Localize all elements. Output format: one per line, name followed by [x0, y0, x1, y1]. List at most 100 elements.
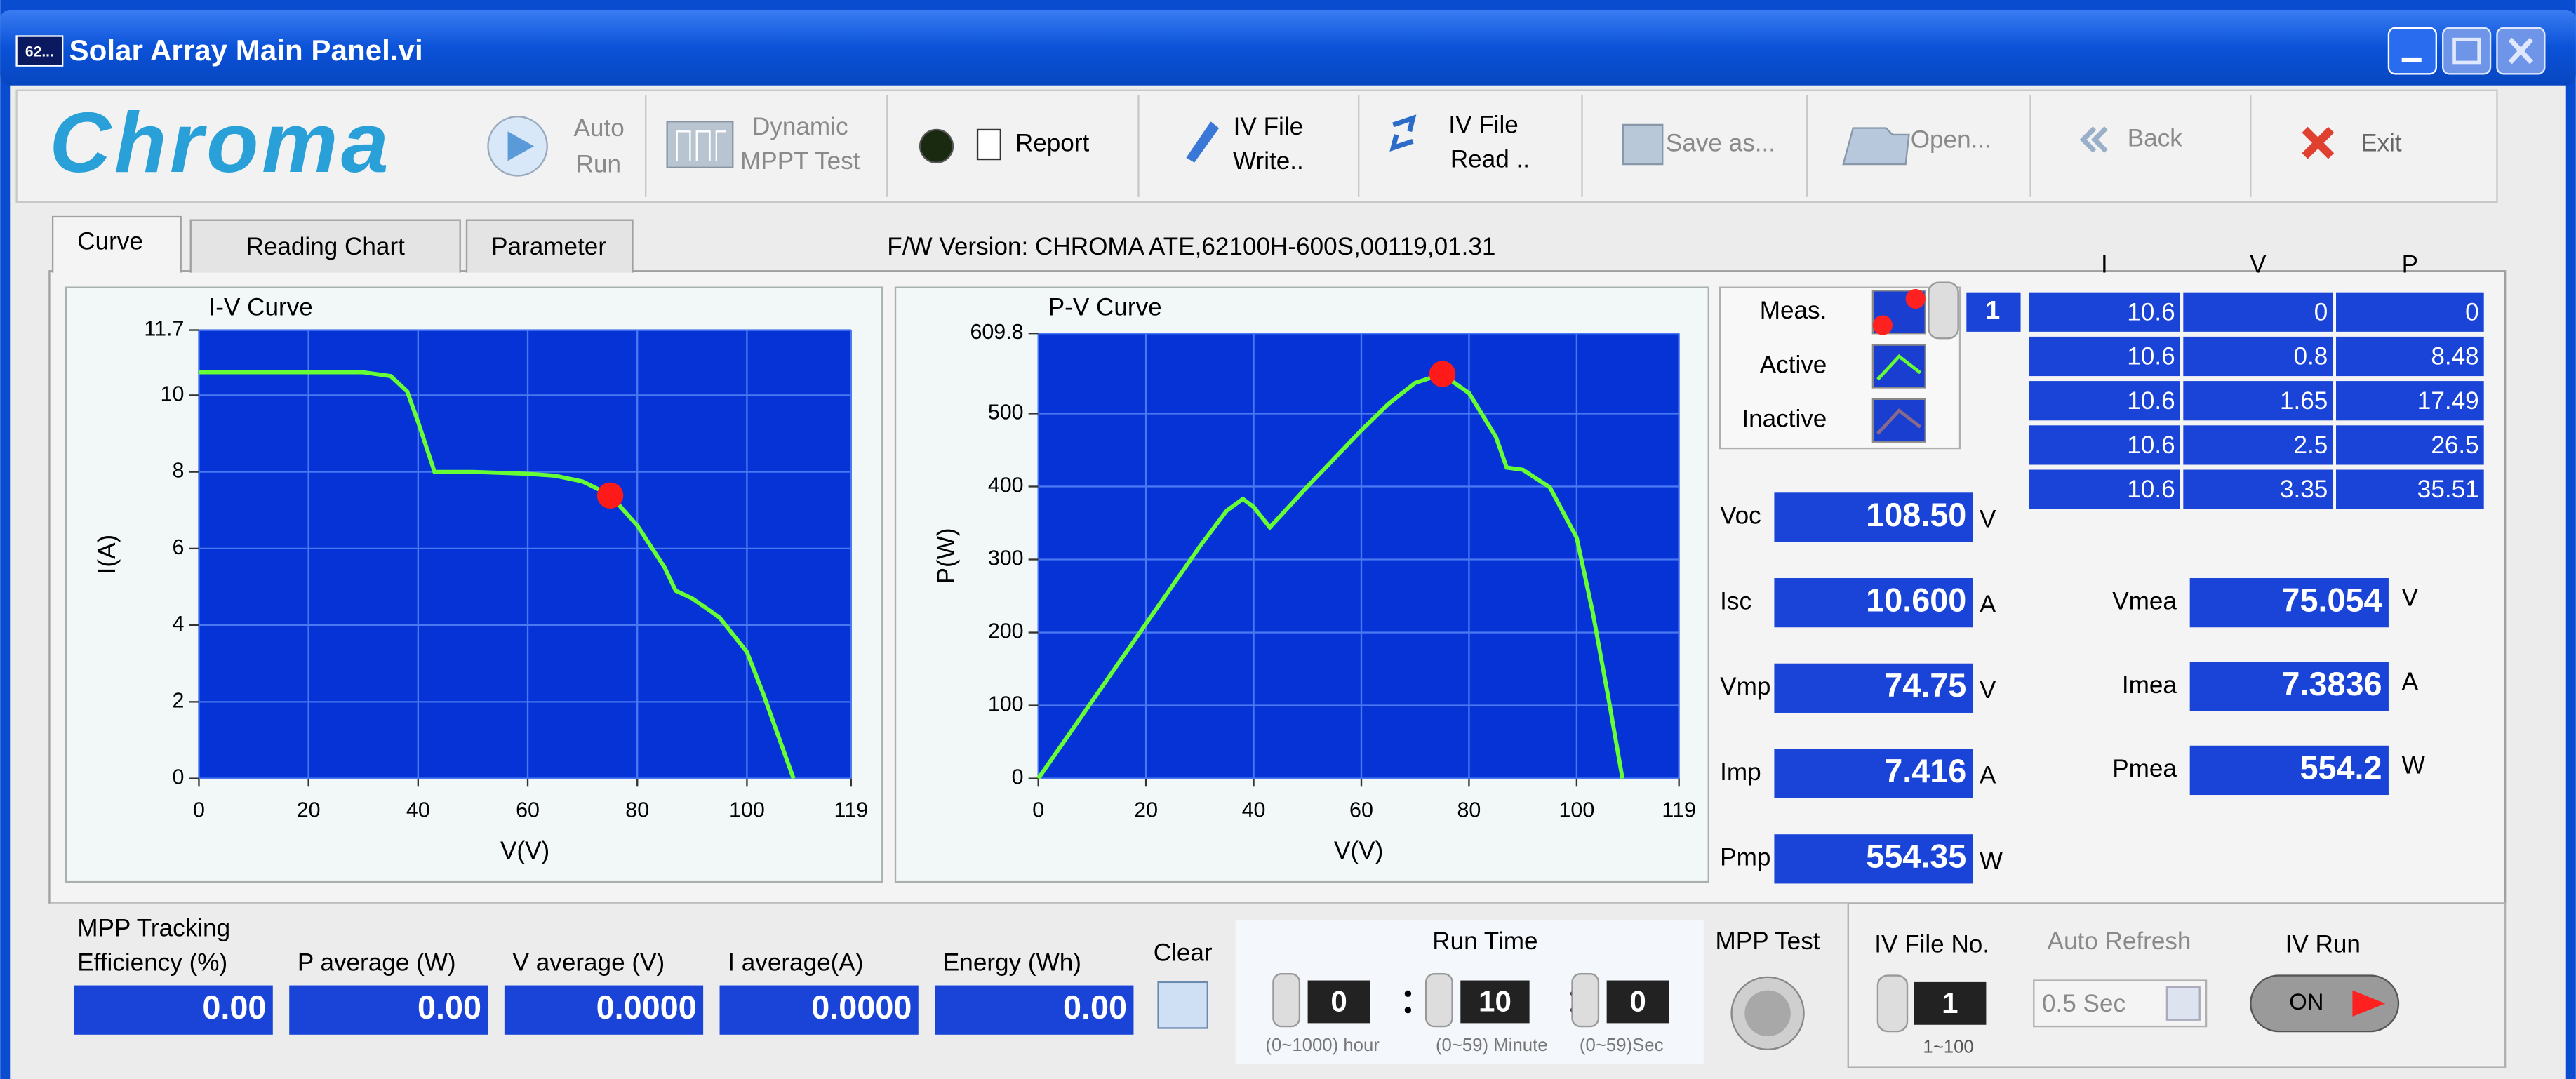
y-tick-label: 609.8 [970, 320, 1023, 344]
stats: MPP Tracking Efficiency (%) 0.00 P average … [74, 914, 1134, 1035]
clear-button[interactable] [1157, 981, 1208, 1029]
legend-index-box [1966, 292, 2021, 332]
stat-box [289, 985, 488, 1035]
button-label: Back [2128, 124, 2182, 152]
legend-spinner[interactable] [1928, 281, 1959, 340]
tab[interactable] [465, 219, 634, 273]
table-header: I [2101, 251, 2108, 279]
button-label: MPPT Test [740, 147, 860, 175]
tab-label: Reading Chart [246, 233, 406, 260]
stat-box [504, 985, 704, 1035]
readout-label: Isc [1720, 587, 1751, 615]
file-no-spinner[interactable] [1876, 974, 1909, 1033]
mpp-marker [596, 482, 624, 509]
readout-box [1774, 492, 1973, 542]
read-icon [1389, 114, 1417, 152]
y-tick-label: 300 [988, 547, 1024, 570]
save-icon [1622, 123, 1664, 166]
toolbar [15, 89, 2498, 203]
table-cell [2029, 292, 2180, 332]
stat-value: 0.00 [418, 989, 481, 1026]
button-label: Report [1015, 129, 1090, 156]
table-cell [2336, 469, 2484, 509]
maximize-icon [2452, 37, 2481, 65]
charts: I-V Curve V(V) I(A) 0 20 40 60 80 100 119 0 2 4 6 8 10 1… [65, 286, 1709, 883]
readout-box [1774, 578, 1973, 628]
plot-area [1038, 333, 1679, 779]
time-colon [1404, 990, 1412, 997]
file-no-box [1914, 981, 1987, 1025]
table-cell [2029, 469, 2180, 509]
x-tick-label: 40 [406, 798, 430, 822]
stat-box [935, 985, 1134, 1035]
curve [1036, 372, 1624, 780]
table-cell [2183, 336, 2333, 377]
measurement-value: 554.2 [2300, 749, 2382, 786]
iv-file-read-button[interactable]: IV File Read .. [1389, 112, 1530, 173]
time-spinner[interactable] [1272, 973, 1301, 1028]
x-tick-label: 80 [625, 798, 649, 822]
x-tick-label: 100 [1559, 798, 1594, 822]
table-cell-text: 10.6 [2127, 343, 2175, 370]
data-table: I V P 10.6 0 0 10.6 0.8 8.48 10.6 1.65 17.49 10.6 2.5… [2029, 251, 2484, 509]
table-cell-text: 2.5 [2294, 431, 2328, 459]
y-axis-label: P(W) [933, 528, 960, 584]
open-button[interactable]: Open... [1842, 126, 1991, 166]
table-cell-text: 10.6 [2127, 387, 2175, 415]
mppt-icon-wave [676, 130, 726, 161]
y-tick-label: 8 [172, 459, 184, 483]
readout-label: Voc [1720, 502, 1761, 530]
x-tick-label: 60 [516, 798, 540, 822]
legend-dot [1905, 289, 1926, 309]
time-value: 0 [1330, 984, 1347, 1017]
run-time-fields: 0 (0~1000) hour 10 (0~59) Minute 0 (0~59)Sec [1265, 973, 1669, 1055]
button-label: Read .. [1450, 146, 1530, 173]
readout-box [1774, 749, 1973, 798]
mpp-marker [1429, 361, 1456, 387]
legend-dot [1872, 315, 1893, 335]
table-cell-text: 26.5 [2431, 431, 2478, 459]
y-tick-label: 100 [988, 692, 1024, 716]
button-label: Open... [1911, 126, 1991, 154]
button-label: Write.. [1233, 147, 1304, 175]
tab[interactable] [189, 219, 461, 273]
table-cell [2183, 381, 2333, 421]
report-button[interactable]: Report [976, 128, 1090, 161]
fw-version: F/W Version: CHROMA ATE,62100H-600S,0011… [887, 233, 1495, 260]
stat-box [719, 985, 919, 1035]
x-tick-label: 0 [1032, 798, 1044, 822]
tab[interactable] [51, 215, 182, 273]
button-label: IV File [1448, 112, 1519, 139]
table-cell [2029, 381, 2180, 421]
save-as-button[interactable]: Save as... [1622, 123, 1775, 166]
table-header: V [2250, 251, 2267, 279]
iv-file-write-button[interactable]: IV File Write.. [1186, 113, 1304, 175]
file-no-range: 1~100 [1923, 1037, 1973, 1057]
x-tick-label: 119 [834, 798, 869, 822]
time-spinner[interactable] [1424, 973, 1453, 1028]
exit-button[interactable]: Exit [2302, 126, 2402, 159]
table-cell-text: 10.6 [2127, 298, 2175, 326]
readout-value: 74.75 [1884, 667, 1966, 704]
minimize-button[interactable] [2387, 27, 2437, 75]
back-button[interactable]: Back [2079, 124, 2183, 153]
x-tick-label: 20 [297, 798, 321, 822]
auto-run-play [507, 131, 535, 161]
legend-swatch [1871, 344, 1926, 389]
button-label: IV File [1234, 113, 1303, 140]
maximize-button[interactable] [2442, 27, 2492, 75]
status-led [919, 128, 954, 163]
x-tick-label: 20 [1134, 798, 1158, 822]
readout-value: 554.35 [1866, 838, 1966, 875]
dynamic-mppt-button[interactable]: Dynamic MPPT Test [666, 113, 860, 175]
stat-value: 0.0000 [596, 989, 697, 1026]
auto-run-button[interactable]: Auto Run [487, 114, 625, 178]
stat-label: V average (V) [513, 949, 665, 976]
legend-label: Meas. [1760, 297, 1827, 324]
file-no-value: 1 [1942, 986, 1958, 1019]
time-spinner[interactable] [1571, 973, 1600, 1028]
stat-box [74, 985, 273, 1035]
iv-run-switch[interactable] [2250, 974, 2400, 1033]
x-tick-label: 60 [1349, 798, 1373, 822]
iv-run-state: ON [2289, 988, 2323, 1014]
